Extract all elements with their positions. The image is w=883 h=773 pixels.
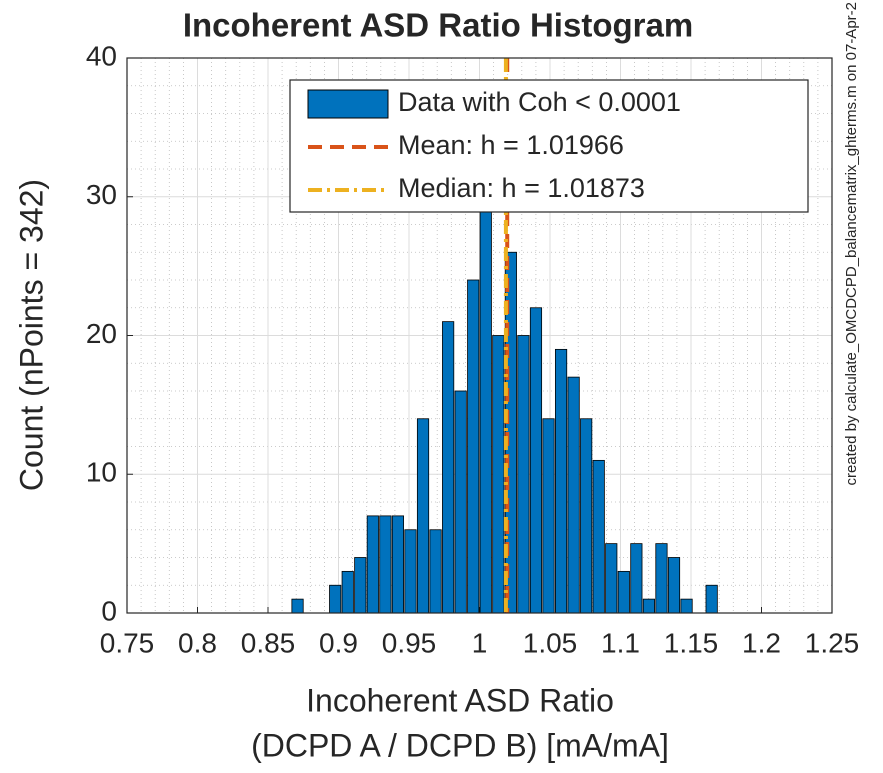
x-axis-label: Incoherent ASD Ratio bbox=[306, 682, 614, 718]
bar bbox=[379, 515, 392, 614]
bar bbox=[592, 459, 605, 614]
x-tick-label: 0.95 bbox=[382, 627, 437, 658]
bar bbox=[680, 598, 693, 614]
bar bbox=[705, 584, 718, 614]
x-tick-label: 1.25 bbox=[805, 627, 860, 658]
x-tick-label: 1.05 bbox=[523, 627, 578, 658]
y-tick-label: 20 bbox=[86, 318, 117, 349]
x-tick-label: 1.2 bbox=[742, 627, 781, 658]
legend-swatch bbox=[307, 89, 389, 119]
legend-label: Median: h = 1.01873 bbox=[398, 173, 645, 203]
bar bbox=[366, 515, 379, 614]
bar bbox=[416, 418, 430, 614]
y-tick-label: 40 bbox=[86, 40, 117, 71]
legend-label: Mean: h = 1.01966 bbox=[398, 130, 624, 160]
bar bbox=[630, 543, 643, 614]
bar bbox=[655, 543, 668, 614]
x-tick-label: 1.15 bbox=[664, 627, 719, 658]
y-tick-label: 0 bbox=[101, 595, 117, 626]
bar bbox=[391, 515, 405, 614]
side-note: created by calculate_OMCDCPD_balancematr… bbox=[843, 2, 860, 486]
bar bbox=[341, 570, 354, 614]
bar bbox=[529, 307, 543, 614]
bar bbox=[492, 335, 505, 614]
bar bbox=[291, 598, 304, 614]
chart-title: Incoherent ASD Ratio Histogram bbox=[183, 7, 693, 44]
bar bbox=[554, 348, 568, 614]
y-tick-label: 10 bbox=[86, 457, 117, 488]
bar bbox=[479, 210, 492, 614]
bar bbox=[605, 543, 618, 614]
x-axis-label: (DCPD A / DCPD B) [mA/mA] bbox=[251, 727, 669, 763]
bar bbox=[667, 557, 681, 614]
bar bbox=[567, 376, 580, 614]
y-tick-label: 30 bbox=[86, 179, 117, 210]
bar bbox=[642, 598, 655, 614]
bar bbox=[517, 335, 530, 614]
bar bbox=[329, 584, 342, 614]
bar bbox=[617, 570, 630, 614]
x-tick-label: 0.75 bbox=[100, 627, 155, 658]
x-tick-label: 0.9 bbox=[319, 627, 358, 658]
bar bbox=[542, 418, 555, 614]
x-tick-label: 0.85 bbox=[241, 627, 296, 658]
legend-label: Data with Coh < 0.0001 bbox=[398, 87, 681, 117]
y-axis-label: Count (nPoints = 342) bbox=[13, 179, 49, 491]
bar bbox=[580, 418, 593, 614]
x-tick-label: 0.8 bbox=[178, 627, 217, 658]
bar bbox=[442, 321, 455, 614]
bar bbox=[354, 557, 367, 614]
bar bbox=[404, 529, 417, 614]
bar bbox=[429, 529, 442, 614]
x-tick-label: 1 bbox=[472, 627, 488, 658]
axes-box bbox=[126, 57, 833, 614]
bar bbox=[467, 279, 480, 614]
x-tick-label: 1.1 bbox=[601, 627, 640, 658]
bar bbox=[454, 390, 467, 614]
